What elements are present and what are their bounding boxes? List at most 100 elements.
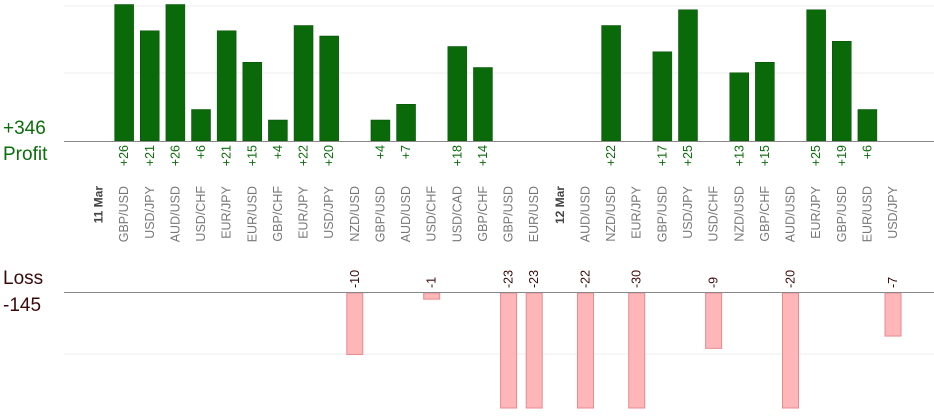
profit-bar (678, 9, 698, 142)
profit-bar (114, 4, 134, 142)
category-label: EUR/JPY (297, 185, 311, 238)
profit-value-label: +17 (655, 145, 669, 166)
loss-value-label: -30 (630, 270, 644, 288)
loss-bar (782, 292, 800, 409)
profit-bar (806, 9, 826, 142)
loss-bar (346, 292, 364, 355)
profit-value-label: +22 (297, 145, 311, 166)
loss-bar (500, 292, 518, 409)
category-label: EUR/USD (245, 186, 259, 242)
profit-bar (216, 30, 237, 142)
category-label: USD/JPY (681, 185, 695, 238)
loss-value-label: -23 (502, 270, 516, 288)
profit-value-label: +21 (220, 145, 234, 166)
loss-value-label: -9 (707, 277, 721, 288)
profit-value-label: +15 (245, 145, 259, 166)
profit-bar (601, 25, 621, 142)
profit-bar (165, 4, 186, 142)
bars (114, 4, 902, 409)
category-labels: 11 Mar GBP/USD USD/JPY AUD/USD USD/CHF EUR/JP… (92, 185, 901, 242)
loss-value-label: -7 (886, 277, 900, 288)
profit-value-label: +22 (604, 145, 618, 166)
category-label: GBP/USD (655, 186, 669, 242)
category-label: GBP/CHF (476, 186, 490, 242)
category-label: NZD/USD (604, 186, 618, 242)
profit-bar (293, 25, 314, 142)
loss-bar (525, 292, 543, 409)
profit-value-label: +25 (681, 145, 695, 166)
loss-bar (576, 292, 594, 409)
category-label: EUR/USD (527, 186, 541, 242)
category-label: USD/JPY (886, 185, 900, 238)
category-label: GBP/USD (117, 186, 131, 242)
profit-bar (396, 104, 416, 142)
profit-value-label: +15 (758, 145, 772, 166)
grid-lines (64, 5, 934, 355)
profit-value-label: +14 (476, 145, 490, 166)
profit-bar (832, 41, 852, 142)
profit-bar (857, 109, 878, 142)
category-label: NZD/USD (348, 186, 362, 242)
profit-value-label: +26 (168, 145, 182, 166)
profit-value-label: +26 (117, 145, 131, 166)
profit-value-label: +18 (450, 145, 464, 166)
category-label: NZD/USD (732, 186, 746, 242)
category-label: USD/CHF (194, 186, 208, 242)
profit-value-label: +25 (809, 145, 823, 166)
profit-bar (473, 67, 493, 142)
profit-bar (755, 62, 775, 142)
loss-bar (884, 292, 902, 337)
profit-value-label: +7 (399, 145, 413, 159)
category-label: AUD/USD (578, 186, 592, 242)
category-label: USD/CAD (450, 186, 464, 242)
profit-bar (242, 62, 263, 142)
profit-bar (140, 30, 160, 142)
category-label: AUD/USD (784, 186, 798, 242)
date-marker-label: 12 Mar (553, 186, 567, 224)
category-label: GBP/USD (835, 186, 849, 242)
loss-value-label: -20 (784, 270, 798, 288)
profit-bar (191, 109, 211, 142)
category-label: GBP/USD (502, 186, 516, 242)
category-label: USD/JPY (322, 185, 336, 238)
profit-bar (447, 46, 468, 142)
profit-bar (652, 51, 673, 142)
profit-bar (370, 119, 391, 142)
loss-label: Loss (3, 268, 44, 289)
category-label: USD/CHF (425, 186, 439, 242)
category-label: EUR/JPY (809, 185, 823, 238)
category-label: GBP/USD (373, 186, 387, 242)
profit-value-label: +4 (373, 145, 387, 159)
profit-value-label: +19 (835, 145, 849, 166)
category-label: EUR/USD (860, 186, 874, 242)
profit-value-label: +6 (194, 145, 208, 159)
profit-value-label: +20 (322, 145, 336, 166)
category-label: GBP/CHF (271, 186, 285, 242)
category-label: EUR/JPY (630, 185, 644, 238)
profit-value-label: +6 (860, 145, 874, 159)
profit-value-label: +4 (271, 145, 285, 159)
loss-value-label: -10 (348, 270, 362, 288)
category-label: AUD/USD (168, 186, 182, 242)
category-label: USD/JPY (143, 185, 157, 238)
category-label: EUR/JPY (220, 185, 234, 238)
loss-value-label: -1 (425, 277, 439, 288)
profit-bar (729, 72, 749, 142)
profit-value-label: +13 (732, 145, 746, 166)
loss-value-label: -23 (527, 270, 541, 288)
category-label: USD/CHF (707, 186, 721, 242)
loss-bar (628, 292, 646, 409)
profit-value-label: +21 (143, 145, 157, 166)
value-labels: +26 +21 +26 +6 +21 +15 +4 +22 +20 -10 +4 +7 -1 +18 +14… (117, 145, 900, 288)
profit-label: Profit (3, 144, 48, 165)
category-label: GBP/CHF (758, 186, 772, 242)
profit-total: +346 (3, 118, 46, 139)
profit-bar (319, 35, 339, 142)
category-label: AUD/USD (399, 186, 413, 242)
profit-bar (268, 119, 288, 142)
loss-value-label: -22 (578, 270, 592, 288)
axes (64, 141, 934, 293)
date-marker-label: 11 Mar (92, 186, 106, 224)
loss-bar (423, 292, 441, 300)
